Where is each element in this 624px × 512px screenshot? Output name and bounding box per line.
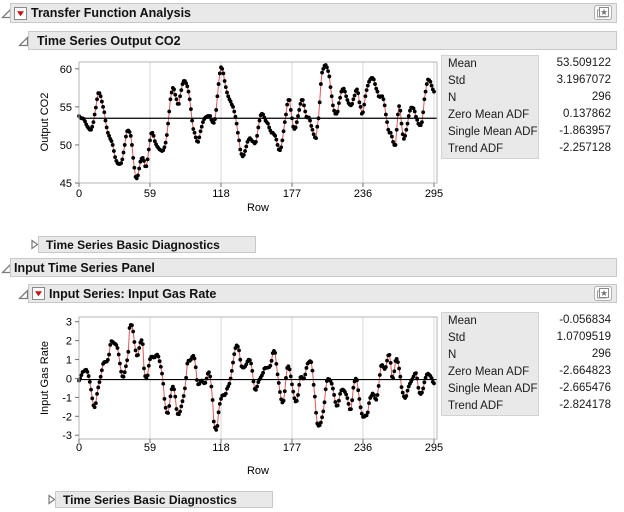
header-input-time-series-panel: Input Time Series Panel — [10, 258, 617, 277]
stat-label-single-mean-adf: Single Mean ADF — [448, 126, 538, 138]
svg-text:236: 236 — [354, 442, 372, 454]
svg-text:60: 60 — [60, 64, 72, 76]
stat-value-mean: -0.056834 — [559, 314, 611, 326]
stat-value-zero-mean-adf: 0.137862 — [563, 108, 611, 120]
input-gas-rate-time-series-plot[interactable]: 3 2 1 0 -1 -2 -3 0 59 118 177 236 295 Row Input Gas Ra… — [0, 308, 624, 480]
disclosure-closed-icon[interactable] — [46, 494, 57, 505]
svg-text:-1: -1 — [62, 392, 72, 404]
stat-value-zero-mean-adf: -2.664823 — [559, 365, 611, 377]
stat-label-std: Std — [448, 332, 466, 344]
stat-value-mean: 53.509122 — [556, 57, 611, 69]
svg-text:Input Gas Rate: Input Gas Rate — [39, 341, 51, 415]
svg-text:236: 236 — [354, 188, 372, 200]
header-time-series-output-co2: Time Series Output CO2 — [28, 31, 617, 50]
stat-label-trend-adf: Trend ADF — [448, 143, 504, 155]
stat-value-n: 296 — [591, 91, 611, 103]
svg-text:50: 50 — [60, 140, 72, 152]
svg-text:177: 177 — [283, 442, 301, 454]
red-triangle-menu-icon[interactable] — [32, 287, 45, 300]
svg-text:★: ★ — [600, 7, 608, 17]
header-diagnostics-output: Time Series Basic Diagnostics — [38, 236, 256, 253]
svg-text:-3: -3 — [62, 430, 72, 442]
stat-label-zero-mean-adf: Zero Mean ADF — [448, 109, 530, 121]
star-page-icon[interactable]: ★ — [594, 5, 612, 20]
red-triangle-menu-icon[interactable] — [14, 6, 27, 20]
svg-text:Row: Row — [247, 465, 269, 477]
svg-text:0: 0 — [66, 373, 72, 385]
section-title-diagnostics-input: Time Series Basic Diagnostics — [63, 492, 237, 507]
output-co2-stats-table: Mean Std N Zero Mean ADF Single Mean ADF Tren… — [441, 55, 613, 159]
svg-text:★: ★ — [600, 288, 608, 298]
stat-value-single-mean-adf: -2.665476 — [559, 382, 611, 394]
svg-text:-2: -2 — [62, 411, 72, 423]
section-title-input-series: Input Series: Input Gas Rate — [49, 286, 217, 301]
stat-label-trend-adf: Trend ADF — [448, 400, 504, 412]
header-input-series-gas-rate: Input Series: Input Gas Rate — [28, 284, 617, 303]
svg-text:55: 55 — [60, 102, 72, 114]
disclosure-open-icon[interactable] — [18, 289, 29, 300]
svg-text:45: 45 — [60, 178, 72, 190]
section-title-output-co2: Time Series Output CO2 — [37, 33, 181, 48]
disclosure-open-icon[interactable] — [18, 36, 29, 47]
stat-label-std: Std — [448, 75, 466, 87]
stat-label-n: N — [448, 92, 457, 104]
svg-text:59: 59 — [144, 188, 156, 200]
svg-text:Row: Row — [247, 202, 269, 214]
stat-label-mean: Mean — [448, 315, 477, 327]
svg-text:2: 2 — [66, 336, 72, 348]
svg-text:3: 3 — [66, 317, 72, 329]
input-gas-rate-stats-table: Mean Std N Zero Mean ADF Single Mean ADF Tren… — [441, 312, 613, 416]
header-diagnostics-input: Time Series Basic Diagnostics — [55, 491, 273, 508]
stat-value-trend-adf: -2.257128 — [559, 142, 611, 154]
disclosure-closed-icon[interactable] — [29, 239, 40, 250]
stat-label-n: N — [448, 349, 457, 361]
svg-text:0: 0 — [76, 188, 82, 200]
svg-text:295: 295 — [425, 442, 443, 454]
svg-text:118: 118 — [212, 442, 230, 454]
svg-text:59: 59 — [144, 442, 156, 454]
star-page-icon[interactable]: ★ — [594, 286, 612, 301]
svg-text:0: 0 — [76, 442, 82, 454]
stat-label-single-mean-adf: Single Mean ADF — [448, 383, 538, 395]
svg-text:Output CO2: Output CO2 — [39, 93, 51, 152]
stat-value-std: 3.1967072 — [556, 74, 611, 86]
svg-text:177: 177 — [283, 188, 301, 200]
svg-text:1: 1 — [66, 355, 72, 367]
svg-text:118: 118 — [212, 188, 230, 200]
stat-value-single-mean-adf: -1.863957 — [559, 125, 611, 137]
stat-label-mean: Mean — [448, 58, 477, 70]
stat-label-zero-mean-adf: Zero Mean ADF — [448, 366, 530, 378]
header-transfer-function-analysis: Transfer Function Analysis — [10, 3, 617, 23]
stat-value-n: 296 — [591, 348, 611, 360]
page-title: Transfer Function Analysis — [31, 6, 191, 20]
svg-text:295: 295 — [425, 188, 443, 200]
section-title-input-panel: Input Time Series Panel — [14, 260, 155, 275]
stat-value-trend-adf: -2.824178 — [559, 399, 611, 411]
output-co2-time-series-plot[interactable]: 60 55 50 45 0 59 118 177 236 295 Row Output CO2 — [0, 52, 624, 220]
section-title-diagnostics-output: Time Series Basic Diagnostics — [46, 237, 220, 252]
stat-value-std: 1.0709519 — [556, 331, 611, 343]
